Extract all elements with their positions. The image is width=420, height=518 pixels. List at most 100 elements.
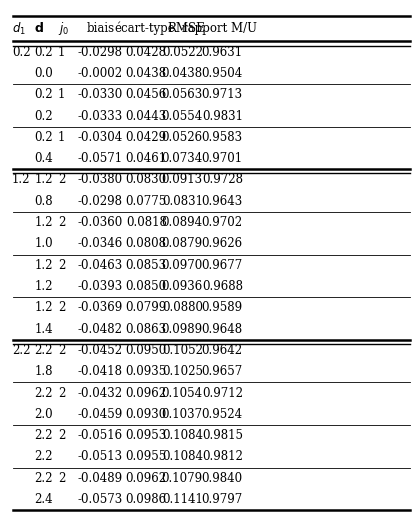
Text: 0.0428: 0.0428	[126, 46, 167, 59]
Text: 0.9815: 0.9815	[202, 429, 243, 442]
Text: 0.0818: 0.0818	[126, 216, 167, 229]
Text: 0.0989: 0.0989	[162, 323, 203, 336]
Text: 0.0438: 0.0438	[162, 67, 203, 80]
Text: 2.2: 2.2	[34, 472, 53, 485]
Text: 0.0913: 0.0913	[162, 174, 203, 186]
Text: 0.9713: 0.9713	[202, 88, 243, 101]
Text: 0.0775: 0.0775	[126, 195, 167, 208]
Text: 1.8: 1.8	[34, 365, 53, 378]
Text: 0.0950: 0.0950	[126, 344, 167, 357]
Text: 0.0850: 0.0850	[126, 280, 167, 293]
Text: 0.9643: 0.9643	[202, 195, 243, 208]
Text: 2: 2	[58, 344, 66, 357]
Text: $j_0$: $j_0$	[58, 20, 69, 37]
Text: 1.2: 1.2	[34, 301, 53, 314]
Text: -0.0002: -0.0002	[78, 67, 123, 80]
Text: -0.0432: -0.0432	[78, 386, 123, 399]
Text: 1: 1	[58, 131, 66, 144]
Text: -0.0573: -0.0573	[77, 493, 123, 506]
Text: 0.0953: 0.0953	[126, 429, 167, 442]
Text: 2: 2	[58, 472, 66, 485]
Text: -0.0571: -0.0571	[78, 152, 123, 165]
Text: 1.0: 1.0	[34, 237, 53, 250]
Text: 1: 1	[58, 46, 66, 59]
Text: -0.0393: -0.0393	[77, 280, 123, 293]
Text: RMSE: RMSE	[168, 22, 205, 35]
Text: 1.2: 1.2	[34, 216, 53, 229]
Text: 0.9524: 0.9524	[202, 408, 243, 421]
Text: 0.0554: 0.0554	[162, 109, 203, 123]
Text: 0.9712: 0.9712	[202, 386, 243, 399]
Text: 2: 2	[58, 301, 66, 314]
Text: 2.2: 2.2	[34, 344, 53, 357]
Text: 1.2: 1.2	[12, 174, 30, 186]
Text: 0.9583: 0.9583	[202, 131, 243, 144]
Text: 0.0986: 0.0986	[126, 493, 167, 506]
Text: 0.2: 0.2	[34, 131, 53, 144]
Text: 0.1025: 0.1025	[162, 365, 203, 378]
Text: 2: 2	[58, 258, 66, 271]
Text: 2: 2	[58, 174, 66, 186]
Text: 1.2: 1.2	[34, 174, 53, 186]
Text: -0.0304: -0.0304	[77, 131, 123, 144]
Text: 0.9688: 0.9688	[202, 280, 243, 293]
Text: 0.2: 0.2	[34, 46, 53, 59]
Text: 0.1037: 0.1037	[162, 408, 203, 421]
Text: 0.0955: 0.0955	[126, 451, 167, 464]
Text: 2.4: 2.4	[34, 493, 53, 506]
Text: 0.0522: 0.0522	[162, 46, 203, 59]
Text: 0.0970: 0.0970	[162, 258, 203, 271]
Text: 0.9657: 0.9657	[202, 365, 243, 378]
Text: 0.0962: 0.0962	[126, 472, 167, 485]
Text: 0.9504: 0.9504	[202, 67, 243, 80]
Text: $\mathbf{d}$: $\mathbf{d}$	[34, 21, 45, 36]
Text: 0.0461: 0.0461	[126, 152, 167, 165]
Text: 0.9626: 0.9626	[202, 237, 243, 250]
Text: 2: 2	[58, 216, 66, 229]
Text: 0.0808: 0.0808	[126, 237, 167, 250]
Text: -0.0459: -0.0459	[77, 408, 123, 421]
Text: 0.1079: 0.1079	[162, 472, 203, 485]
Text: 0.0879: 0.0879	[162, 237, 203, 250]
Text: 2.0: 2.0	[34, 408, 53, 421]
Text: 0.9631: 0.9631	[202, 46, 243, 59]
Text: 0.9589: 0.9589	[202, 301, 243, 314]
Text: 0.2: 0.2	[34, 109, 53, 123]
Text: 0.0853: 0.0853	[126, 258, 167, 271]
Text: 2.2: 2.2	[34, 451, 53, 464]
Text: 0.0894: 0.0894	[162, 216, 203, 229]
Text: -0.0418: -0.0418	[78, 365, 123, 378]
Text: 0.9701: 0.9701	[202, 152, 243, 165]
Text: 2: 2	[58, 429, 66, 442]
Text: 0.9840: 0.9840	[202, 472, 243, 485]
Text: 0.0880: 0.0880	[162, 301, 203, 314]
Text: 2.2: 2.2	[34, 429, 53, 442]
Text: 0.9797: 0.9797	[202, 493, 243, 506]
Text: 0.9702: 0.9702	[202, 216, 243, 229]
Text: 0.0443: 0.0443	[126, 109, 167, 123]
Text: 0.4: 0.4	[34, 152, 53, 165]
Text: 0.0563: 0.0563	[162, 88, 203, 101]
Text: 0.9677: 0.9677	[202, 258, 243, 271]
Text: écart-type: écart-type	[115, 22, 175, 35]
Text: -0.0482: -0.0482	[78, 323, 123, 336]
Text: 0.0863: 0.0863	[126, 323, 167, 336]
Text: 0.0935: 0.0935	[126, 365, 167, 378]
Text: -0.0360: -0.0360	[77, 216, 123, 229]
Text: 0.9812: 0.9812	[202, 451, 243, 464]
Text: -0.0333: -0.0333	[77, 109, 123, 123]
Text: 2: 2	[58, 386, 66, 399]
Text: -0.0452: -0.0452	[78, 344, 123, 357]
Text: 0.9642: 0.9642	[202, 344, 243, 357]
Text: 0.0: 0.0	[34, 67, 53, 80]
Text: 0.9831: 0.9831	[202, 109, 243, 123]
Text: 0.0830: 0.0830	[126, 174, 167, 186]
Text: 0.0936: 0.0936	[162, 280, 203, 293]
Text: 0.1084: 0.1084	[162, 429, 203, 442]
Text: 0.1052: 0.1052	[162, 344, 203, 357]
Text: 1.2: 1.2	[34, 258, 53, 271]
Text: -0.0346: -0.0346	[77, 237, 123, 250]
Text: 0.0456: 0.0456	[126, 88, 167, 101]
Text: 0.0429: 0.0429	[126, 131, 167, 144]
Text: rapport M/U: rapport M/U	[182, 22, 257, 35]
